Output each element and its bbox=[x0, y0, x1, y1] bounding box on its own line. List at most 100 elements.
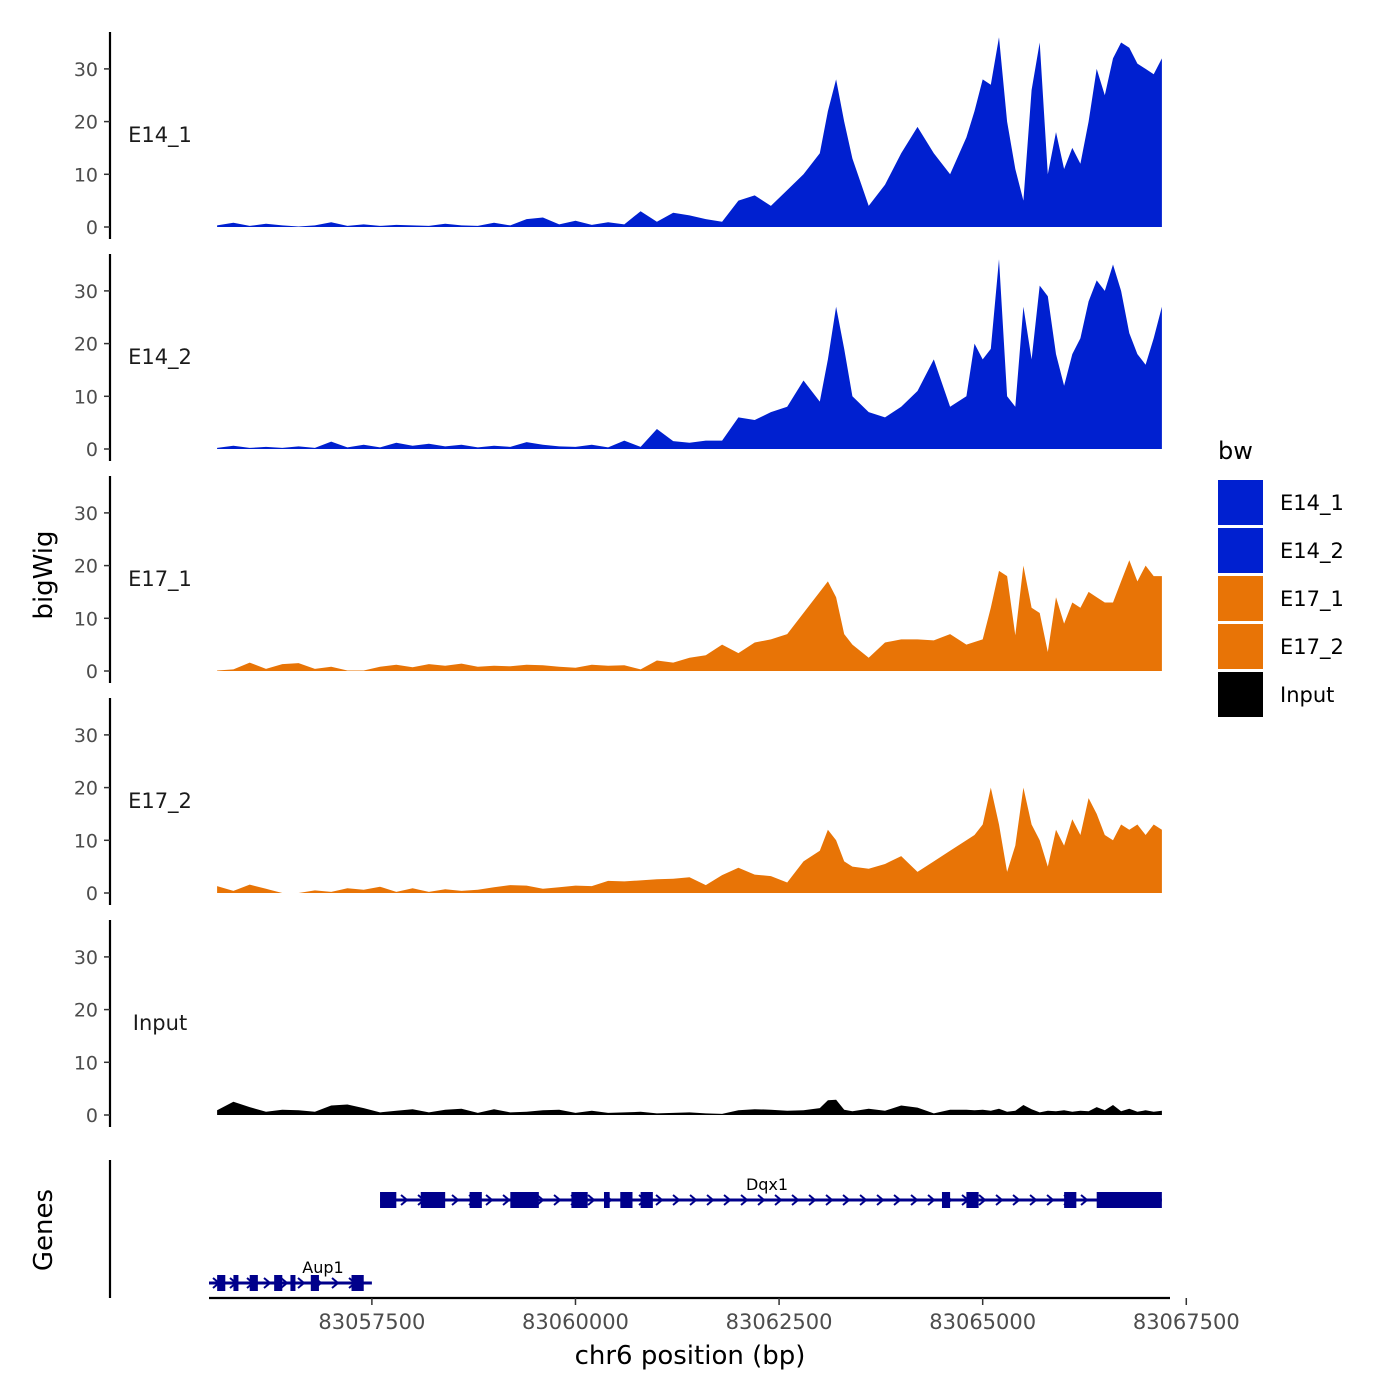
coverage-area-E17_1 bbox=[217, 560, 1162, 671]
y-tick-label: 0 bbox=[86, 661, 98, 683]
strand-arrow bbox=[1046, 1194, 1055, 1206]
strand-arrow bbox=[825, 1194, 834, 1206]
strand-arrow bbox=[297, 1277, 306, 1289]
strand-arrow bbox=[1029, 1194, 1038, 1206]
exon bbox=[310, 1275, 319, 1291]
y-tick-label: 0 bbox=[86, 439, 98, 461]
strand-arrow bbox=[587, 1194, 596, 1206]
y-tick-label: 10 bbox=[74, 164, 98, 186]
gene-track: Dqx1 Aup1 bbox=[108, 1160, 1162, 1298]
y-tick-label: 20 bbox=[74, 334, 98, 356]
exon bbox=[420, 1192, 446, 1208]
exon bbox=[233, 1275, 239, 1291]
exon bbox=[217, 1275, 226, 1291]
y-tick-label: 0 bbox=[86, 217, 98, 239]
legend-swatch-Input bbox=[1218, 672, 1263, 717]
y-tick-label: 0 bbox=[86, 1105, 98, 1127]
strand-arrow bbox=[280, 1277, 289, 1289]
y-tick-label: 30 bbox=[74, 725, 98, 747]
gene-name-label: Dqx1 bbox=[746, 1175, 788, 1194]
strand-arrow bbox=[893, 1194, 902, 1206]
y-tick-label: 10 bbox=[74, 830, 98, 852]
exon bbox=[290, 1275, 296, 1291]
track-label: E17_1 bbox=[128, 567, 192, 592]
strand-arrow bbox=[774, 1194, 783, 1206]
strand-arrow bbox=[689, 1194, 698, 1206]
track-panel-E14_2: 0 10 20 30 E14_2 bbox=[74, 254, 1162, 461]
exon bbox=[1096, 1192, 1162, 1208]
strand-arrow bbox=[553, 1194, 562, 1206]
track-panel-E17_1: 0 10 20 30 E17_1 bbox=[74, 476, 1162, 683]
x-axis-title: chr6 position (bp) bbox=[575, 1341, 806, 1371]
exon bbox=[620, 1192, 633, 1208]
legend-swatch-E14_1 bbox=[1218, 480, 1263, 525]
strand-arrow bbox=[723, 1194, 732, 1206]
legend: bw E14_1 E14_2 E17_1 E17_2 Input bbox=[1218, 437, 1344, 717]
strand-arrow bbox=[1012, 1194, 1021, 1206]
y-tick-label: 30 bbox=[74, 503, 98, 525]
y-tick-label: 10 bbox=[74, 386, 98, 408]
strand-arrow bbox=[263, 1277, 272, 1289]
exon bbox=[274, 1275, 283, 1291]
strand-arrow bbox=[331, 1277, 340, 1289]
strand-arrow bbox=[536, 1194, 545, 1206]
x-tick-label: 83060000 bbox=[522, 1310, 629, 1334]
legend-label: E14_2 bbox=[1280, 539, 1344, 564]
y-tick-label: 30 bbox=[74, 281, 98, 303]
strand-arrow bbox=[502, 1194, 511, 1206]
y-tick-label: 20 bbox=[74, 556, 98, 578]
x-tick-label: 83067500 bbox=[1133, 1310, 1240, 1334]
strand-arrow bbox=[1080, 1194, 1089, 1206]
strand-arrow bbox=[706, 1194, 715, 1206]
legend-swatch-E17_1 bbox=[1218, 576, 1263, 621]
y-tick-label: 10 bbox=[74, 608, 98, 630]
track-panels: 0 10 20 30 E14_1 0 10 20 30 E14_2 0 10 20 30 E17_1 0 10 2… bbox=[74, 32, 1162, 1127]
strand-arrow bbox=[740, 1194, 749, 1206]
y-axis-title: bigWig bbox=[29, 530, 59, 619]
y-tick-label: 10 bbox=[74, 1052, 98, 1074]
strand-arrow bbox=[791, 1194, 800, 1206]
exon bbox=[469, 1192, 482, 1208]
y-tick-label: 20 bbox=[74, 112, 98, 134]
strand-arrow bbox=[927, 1194, 936, 1206]
gene-Aup1: Aup1 bbox=[209, 1258, 372, 1291]
coverage-area-E14_2 bbox=[217, 259, 1162, 449]
strand-arrow bbox=[842, 1194, 851, 1206]
x-tick-label: 83065000 bbox=[929, 1310, 1036, 1334]
strand-arrow bbox=[876, 1194, 885, 1206]
strand-arrow bbox=[655, 1194, 664, 1206]
track-panel-E17_2: 0 10 20 30 E17_2 bbox=[74, 698, 1162, 905]
strand-arrow bbox=[978, 1194, 987, 1206]
track-label: E14_2 bbox=[128, 345, 192, 370]
exon bbox=[1064, 1192, 1077, 1208]
y-tick-label: 30 bbox=[74, 59, 98, 81]
exon bbox=[603, 1192, 610, 1208]
x-tick-label: 83057500 bbox=[318, 1310, 425, 1334]
legend-label: E17_1 bbox=[1280, 587, 1344, 612]
y-tick-label: 20 bbox=[74, 778, 98, 800]
gene-Dqx1: Dqx1 bbox=[380, 1175, 1162, 1208]
exon bbox=[941, 1192, 951, 1208]
legend-label: E14_1 bbox=[1280, 491, 1344, 516]
track-label: E14_1 bbox=[128, 123, 192, 148]
legend-swatch-E17_2 bbox=[1218, 624, 1263, 669]
coverage-area-Input bbox=[217, 1099, 1162, 1115]
strand-arrow bbox=[995, 1194, 1004, 1206]
y-tick-label: 30 bbox=[74, 947, 98, 969]
legend-title: bw bbox=[1218, 437, 1253, 465]
track-label: E17_2 bbox=[128, 789, 192, 814]
legend-swatch-E14_2 bbox=[1218, 528, 1263, 573]
exon bbox=[380, 1192, 397, 1208]
track-label: Input bbox=[133, 1011, 187, 1035]
strand-arrow bbox=[485, 1194, 494, 1206]
exon bbox=[571, 1192, 588, 1208]
track-panel-E14_1: 0 10 20 30 E14_1 bbox=[74, 32, 1162, 239]
strand-arrow bbox=[400, 1194, 409, 1206]
strand-arrow bbox=[451, 1194, 460, 1206]
legend-label: Input bbox=[1280, 683, 1334, 707]
exon bbox=[966, 1192, 979, 1208]
exon bbox=[351, 1275, 364, 1291]
exon bbox=[510, 1192, 539, 1208]
x-tick-label: 83062500 bbox=[726, 1310, 833, 1334]
